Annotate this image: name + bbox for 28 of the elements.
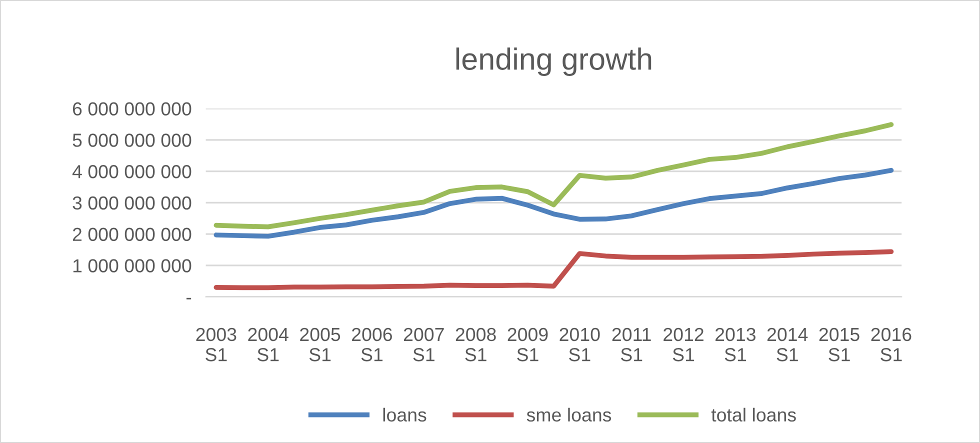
y-tick-label: 2 000 000 000 [72, 228, 192, 242]
x-tick-label: 2009 S1 [508, 328, 548, 362]
x-tick-label: 2003 S1 [196, 328, 236, 362]
x-tick-label: 2013 S1 [716, 328, 756, 362]
x-tick-label: 2011 S1 [612, 328, 651, 362]
y-tick-label: 1 000 000 000 [73, 259, 192, 272]
line-series [214, 168, 894, 239]
legend-label: loans [383, 408, 426, 422]
y-tick-label: 4 000 000 000 [72, 164, 192, 178]
x-tick-label: 2015 S1 [819, 328, 860, 362]
x-tick-label: 2016 S1 [871, 328, 912, 362]
y-tick-label: - [186, 298, 192, 300]
y-tick-label: 3 000 000 000 [72, 196, 192, 210]
line-series [214, 122, 894, 230]
x-tick-label: 2008 S1 [456, 328, 496, 362]
y-tick-label: 5 000 000 000 [72, 134, 192, 147]
x-tick-label: 2004 S1 [248, 328, 288, 362]
x-tick-label: 2010 S1 [560, 328, 600, 362]
chart-title: lending growth [456, 48, 652, 76]
legend-label: sme loans [526, 408, 612, 422]
x-tick-label: 2005 S1 [300, 328, 340, 362]
x-tick-label: 2006 S1 [352, 328, 392, 362]
x-tick-label: 2014 S1 [767, 328, 808, 362]
legend-label: total loans [711, 408, 796, 422]
x-tick-label: 2012 S1 [664, 328, 704, 362]
x-tick-label: 2007 S1 [404, 328, 444, 362]
line-series [214, 249, 894, 290]
y-tick-label: 6 000 000 000 [72, 102, 192, 116]
